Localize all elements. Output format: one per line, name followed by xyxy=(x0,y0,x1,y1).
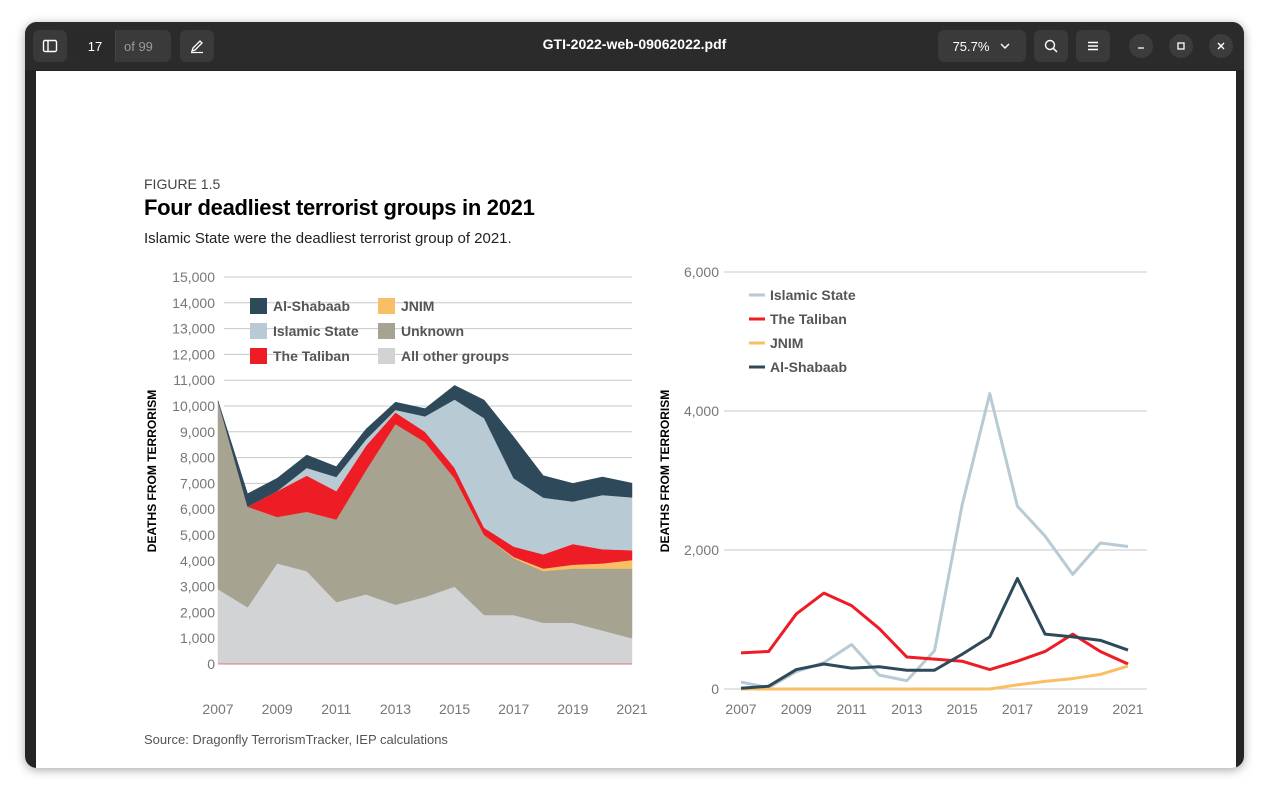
search-icon xyxy=(1044,39,1058,53)
line-al-shabaab xyxy=(740,576,1129,690)
y-tick-label: 1,000 xyxy=(180,630,215,646)
x-tick-label: 2007 xyxy=(725,701,756,717)
x-tick-label: 2013 xyxy=(380,701,411,717)
close-button[interactable] xyxy=(1209,34,1233,58)
y-tick-label: 12,000 xyxy=(172,346,215,362)
y-tick-label: 5,000 xyxy=(180,527,215,543)
x-tick-label: 2009 xyxy=(781,701,812,717)
close-icon xyxy=(1217,42,1225,50)
figure-source: Source: Dragonfly TerrorismTracker, IEP … xyxy=(144,732,448,747)
sidebar-toggle-button[interactable] xyxy=(33,30,67,62)
zoom-dropdown[interactable]: 75.7% xyxy=(938,30,1026,62)
legend-label: Unknown xyxy=(401,323,464,339)
y-tick-label: 3,000 xyxy=(180,579,215,595)
y-tick-label: 4,000 xyxy=(180,553,215,569)
legend-swatch xyxy=(378,323,395,339)
chevron-down-icon xyxy=(1000,43,1010,49)
maximize-button[interactable] xyxy=(1169,34,1193,58)
pencil-annotate-icon xyxy=(190,40,203,54)
y-tick-label: 4,000 xyxy=(684,403,719,419)
x-tick-label: 2017 xyxy=(498,701,529,717)
x-tick-label: 2011 xyxy=(837,701,867,717)
minimize-button[interactable] xyxy=(1129,34,1153,58)
x-tick-label: 2015 xyxy=(947,701,978,717)
area-al-shabaab xyxy=(217,385,633,507)
y-tick-label: 0 xyxy=(711,681,719,697)
x-tick-label: 2015 xyxy=(439,701,470,717)
x-tick-label: 2011 xyxy=(321,701,351,717)
y-tick-label: 11,000 xyxy=(173,372,215,388)
line-the-taliban xyxy=(740,591,1129,672)
y-tick-label: 13,000 xyxy=(172,321,215,337)
x-tick-label: 2009 xyxy=(262,701,293,717)
legend-label: JNIM xyxy=(770,335,803,351)
y-axis-label: DEATHS FROM TERRORISM xyxy=(658,390,672,552)
header-bar: 17 of 99 GTI-2022-web-09062022.pdf 75.7% xyxy=(25,22,1244,70)
maximize-icon xyxy=(1177,42,1185,50)
legend-label: JNIM xyxy=(401,298,434,314)
page-number-input[interactable]: 17 xyxy=(75,30,116,62)
zoom-level: 75.7% xyxy=(952,38,990,54)
y-tick-label: 2,000 xyxy=(684,542,719,558)
page-total-label: of 99 xyxy=(124,38,153,54)
x-tick-label: 2021 xyxy=(1112,701,1143,717)
line-islamic-state xyxy=(740,392,1129,690)
y-tick-label: 0 xyxy=(207,656,215,672)
x-tick-label: 2019 xyxy=(557,701,588,717)
legend-swatch xyxy=(378,298,395,314)
legend-label: Al-Shabaab xyxy=(770,359,847,375)
y-tick-label: 7,000 xyxy=(180,475,215,491)
legend-label: Al-Shabaab xyxy=(273,298,350,314)
document-page: FIGURE 1.5 Four deadliest terrorist grou… xyxy=(36,71,1236,768)
line-jnim xyxy=(741,664,1129,691)
stacked-area-chart: 0 1,000 2,000 3,000 4,000 5,000 6,000 7,000 8,00… xyxy=(145,269,648,717)
x-tick-label: 2017 xyxy=(1002,701,1033,717)
pdf-viewer-window: 17 of 99 GTI-2022-web-09062022.pdf 75.7% xyxy=(25,22,1244,768)
page-navigator: 17 of 99 xyxy=(75,30,171,62)
x-tick-label: 2013 xyxy=(891,701,922,717)
legend-swatch xyxy=(250,323,267,339)
y-tick-label: 10,000 xyxy=(172,398,215,414)
sidebar-toggle-icon xyxy=(42,39,58,53)
y-tick-label: 6,000 xyxy=(684,264,719,280)
search-button[interactable] xyxy=(1034,30,1068,62)
y-axis-label: DEATHS FROM TERRORISM xyxy=(145,390,159,552)
y-tick-label: 9,000 xyxy=(180,424,215,440)
legend-swatch xyxy=(378,348,395,364)
menu-button[interactable] xyxy=(1076,30,1110,62)
y-tick-label: 14,000 xyxy=(172,295,215,311)
legend-swatch xyxy=(250,298,267,314)
legend-label: Islamic State xyxy=(770,287,856,303)
y-tick-label: 2,000 xyxy=(180,604,215,620)
legend-swatch xyxy=(250,348,267,364)
legend-label: The Taliban xyxy=(770,311,847,327)
y-tick-label: 15,000 xyxy=(172,269,215,285)
annotate-button[interactable] xyxy=(180,30,214,62)
x-tick-label: 2021 xyxy=(616,701,647,717)
x-tick-label: 2007 xyxy=(202,701,233,717)
figure-label: FIGURE 1.5 xyxy=(144,176,221,192)
line-chart: 0 2,000 4,000 6,000 2007 2009 2011 2013 2015 2017… xyxy=(658,264,1147,717)
hamburger-menu-icon xyxy=(1088,41,1098,51)
legend-label: The Taliban xyxy=(273,348,350,364)
y-tick-label: 6,000 xyxy=(180,501,215,517)
figure-subtitle: Islamic State were the deadliest terrori… xyxy=(144,230,512,247)
legend-label: Islamic State xyxy=(273,323,359,339)
minimize-icon xyxy=(1138,47,1144,49)
x-tick-label: 2019 xyxy=(1057,701,1088,717)
figure-title: Four deadliest terrorist groups in 2021 xyxy=(144,195,535,220)
y-tick-label: 8,000 xyxy=(180,450,215,466)
legend-label: All other groups xyxy=(401,348,509,364)
